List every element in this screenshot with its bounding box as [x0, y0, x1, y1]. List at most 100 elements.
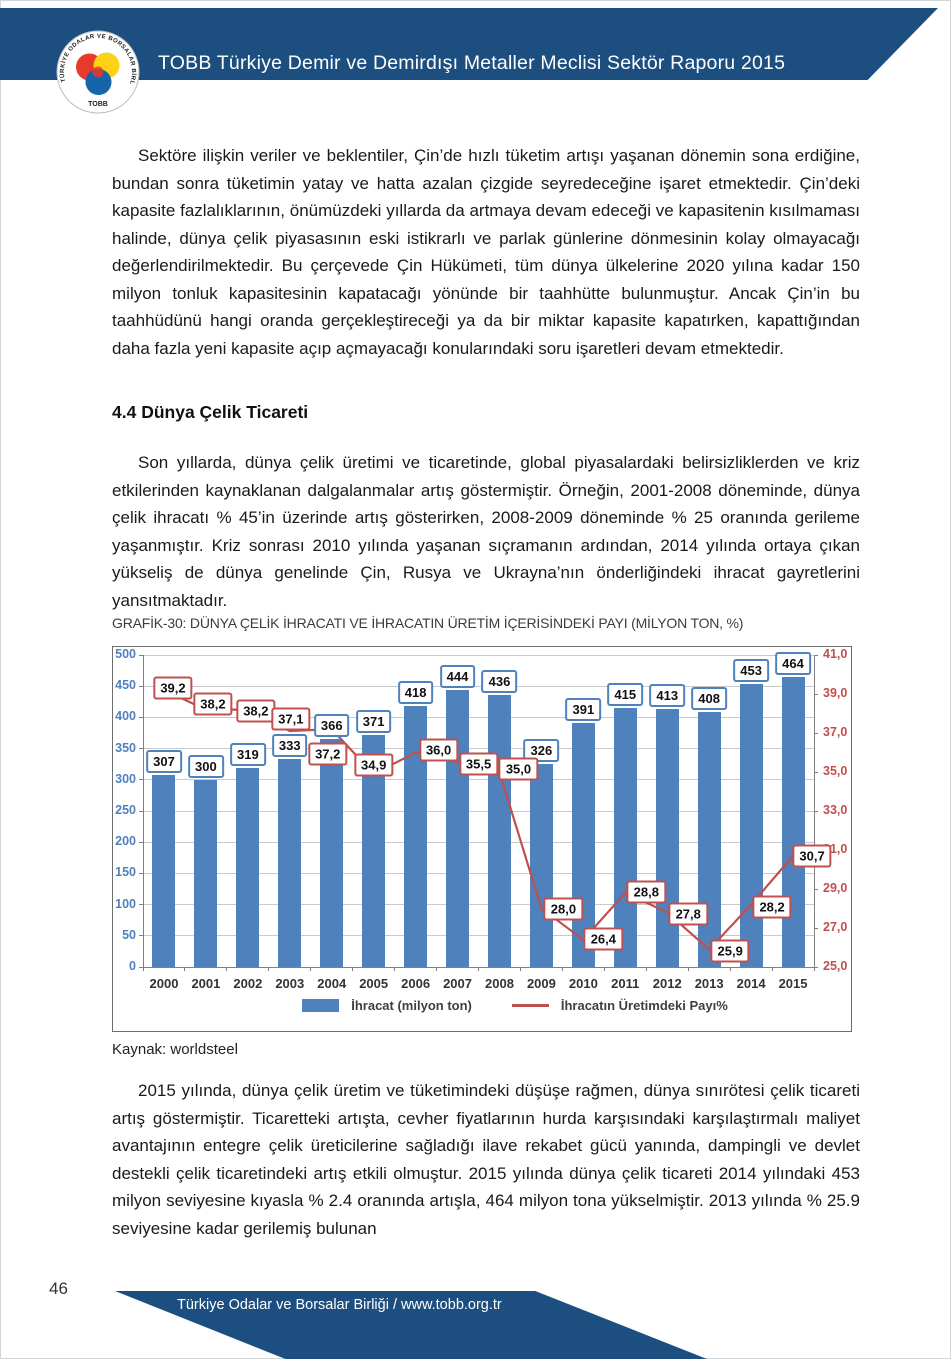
- bar: [655, 709, 679, 967]
- y-axis-tick-left: [139, 717, 143, 718]
- x-axis-tick: [646, 967, 647, 971]
- bar-value-label: 415: [607, 683, 644, 707]
- x-axis-tick: [730, 967, 731, 971]
- chart-caption-wrap: GRAFİK-30: DÜNYA ÇELİK İHRACATI VE İHRAC…: [112, 614, 860, 632]
- chart: İhracat (milyon ton) İhracatın Üretimdek…: [112, 646, 852, 1032]
- x-axis-label: 2007: [443, 976, 472, 991]
- y-axis-label-left: 150: [115, 865, 136, 880]
- x-axis-tick: [562, 967, 563, 971]
- bar: [529, 763, 553, 967]
- bar-value-label: 418: [397, 681, 434, 705]
- x-axis-tick: [352, 967, 353, 971]
- bar-value-label: 319: [229, 742, 266, 766]
- footer-band: Türkiye Odalar ve Borsalar Birliği / www…: [115, 1291, 707, 1359]
- y-axis-tick-right: [814, 967, 818, 968]
- section-heading: 4.4 Dünya Çelik Ticareti: [112, 402, 309, 422]
- y-axis-tick-right: [814, 811, 818, 812]
- y-axis-line-right: [814, 655, 815, 967]
- x-axis-label: 2009: [526, 976, 556, 991]
- x-axis-tick: [143, 967, 144, 971]
- y-axis-tick-left: [139, 967, 143, 968]
- bar: [236, 767, 260, 967]
- x-axis-label: 2012: [652, 976, 682, 991]
- x-axis-label: 2011: [611, 976, 640, 991]
- y-axis-tick-right: [814, 733, 818, 734]
- tobb-logo-icon: TÜRKİYE ODALAR VE BORSALAR BİRLİĞİ TOBB: [53, 24, 140, 114]
- section-heading-wrap: 4.4 Dünya Çelik Ticareti: [112, 402, 860, 423]
- y-axis-label-right: 39,0: [823, 686, 848, 700]
- line-value-label: 38,2: [236, 699, 276, 723]
- bar-value-label: 444: [439, 664, 476, 688]
- y-axis-label-left: 200: [115, 834, 136, 849]
- bar: [320, 738, 344, 967]
- line-value-label: 28,8: [626, 880, 666, 904]
- line-value-label: 25,9: [710, 939, 750, 963]
- paragraph-3: 2015 yılında, dünya çelik üretim ve tüke…: [112, 1081, 860, 1238]
- bar-value-label: 464: [775, 652, 811, 676]
- line-value-label: 28,2: [752, 895, 792, 919]
- y-gridline: [143, 686, 814, 687]
- y-axis-label-left: 0: [129, 959, 136, 973]
- y-axis-tick-left: [139, 748, 143, 749]
- y-axis-tick-right: [814, 928, 818, 929]
- x-axis-label: 2003: [275, 976, 305, 991]
- bar-value-label: 300: [188, 754, 224, 778]
- y-axis-label-left: 500: [115, 647, 136, 661]
- x-axis-label: 2008: [485, 976, 514, 991]
- x-axis-tick: [604, 967, 605, 971]
- x-axis-tick: [436, 967, 437, 971]
- y-axis-label-right: 29,0: [823, 881, 848, 895]
- paragraph-1: Sektöre ilişkin veriler ve beklentiler, …: [112, 146, 860, 358]
- tobb-logo: TÜRKİYE ODALAR VE BORSALAR BİRLİĞİ TOBB: [53, 24, 140, 114]
- x-axis-tick: [394, 967, 395, 971]
- line-value-label: 39,2: [153, 676, 193, 700]
- y-axis-tick-left: [139, 873, 143, 874]
- line-value-label: 30,7: [792, 844, 832, 868]
- line-value-label: 35,0: [498, 757, 539, 781]
- chart-caption: GRAFİK-30: DÜNYA ÇELİK İHRACATI VE İHRAC…: [112, 615, 744, 631]
- y-axis-tick-left: [139, 904, 143, 905]
- paragraph-2-wrap: Son yıllarda, dünya çelik üretimi ve tic…: [112, 449, 860, 614]
- y-axis-tick-right: [814, 655, 818, 656]
- paragraph-2: Son yıllarda, dünya çelik üretimi ve tic…: [112, 453, 860, 610]
- line-value-label: 37,1: [271, 707, 311, 731]
- y-axis-tick-right: [814, 772, 818, 773]
- paragraph-1-wrap: Sektöre ilişkin veriler ve beklentiler, …: [112, 142, 860, 362]
- legend-line-label: İhracatın Üretimdeki Payı%: [560, 998, 728, 1013]
- y-axis-label-right: 41,0: [823, 647, 848, 661]
- header-banner: TOBB Türkiye Demir ve Demirdışı Metaller…: [0, 8, 938, 80]
- bar-value-label: 391: [565, 698, 602, 722]
- y-axis-label-left: 100: [115, 896, 136, 911]
- chart-legend: İhracat (milyon ton) İhracatın Üretimdek…: [177, 998, 853, 1013]
- bar-value-label: 366: [313, 713, 350, 737]
- banner-title: TOBB Türkiye Demir ve Demirdışı Metaller…: [158, 52, 786, 74]
- y-axis-label-left: 350: [115, 740, 136, 755]
- bar: [487, 694, 511, 967]
- y-axis-tick-right: [814, 694, 818, 695]
- y-axis-tick-left: [139, 655, 143, 656]
- legend-bar-label: İhracat (milyon ton): [351, 998, 472, 1013]
- x-axis-line: [143, 967, 815, 968]
- x-axis-tick: [268, 967, 269, 971]
- logo-bottom-text: TOBB: [88, 101, 108, 108]
- y-axis-line: [143, 655, 144, 967]
- x-axis-label: 2005: [359, 976, 389, 991]
- source-note: Kaynak: worldsteel: [112, 1041, 238, 1058]
- line-value-label: 38,2: [193, 692, 233, 716]
- x-axis-label: 2010: [568, 976, 598, 991]
- paragraph-3-wrap: 2015 yılında, dünya çelik üretim ve tüke…: [112, 1077, 860, 1242]
- x-axis-label: 2014: [736, 976, 766, 991]
- x-axis-tick: [478, 967, 479, 971]
- x-axis-label: 2013: [694, 976, 724, 991]
- legend-line-swatch-icon: [511, 1004, 549, 1007]
- x-axis-label: 2001: [191, 976, 221, 991]
- y-axis-label-left: 300: [115, 771, 136, 786]
- bar-value-label: 307: [146, 750, 182, 774]
- x-axis-label: 2006: [401, 976, 431, 991]
- x-axis-tick: [226, 967, 227, 971]
- line-value-label: 37,2: [308, 742, 348, 766]
- bar-value-label: 413: [649, 684, 686, 708]
- bar-value-label: 326: [523, 738, 560, 762]
- x-axis-tick: [310, 967, 311, 971]
- legend-bar-swatch-icon: [302, 999, 340, 1012]
